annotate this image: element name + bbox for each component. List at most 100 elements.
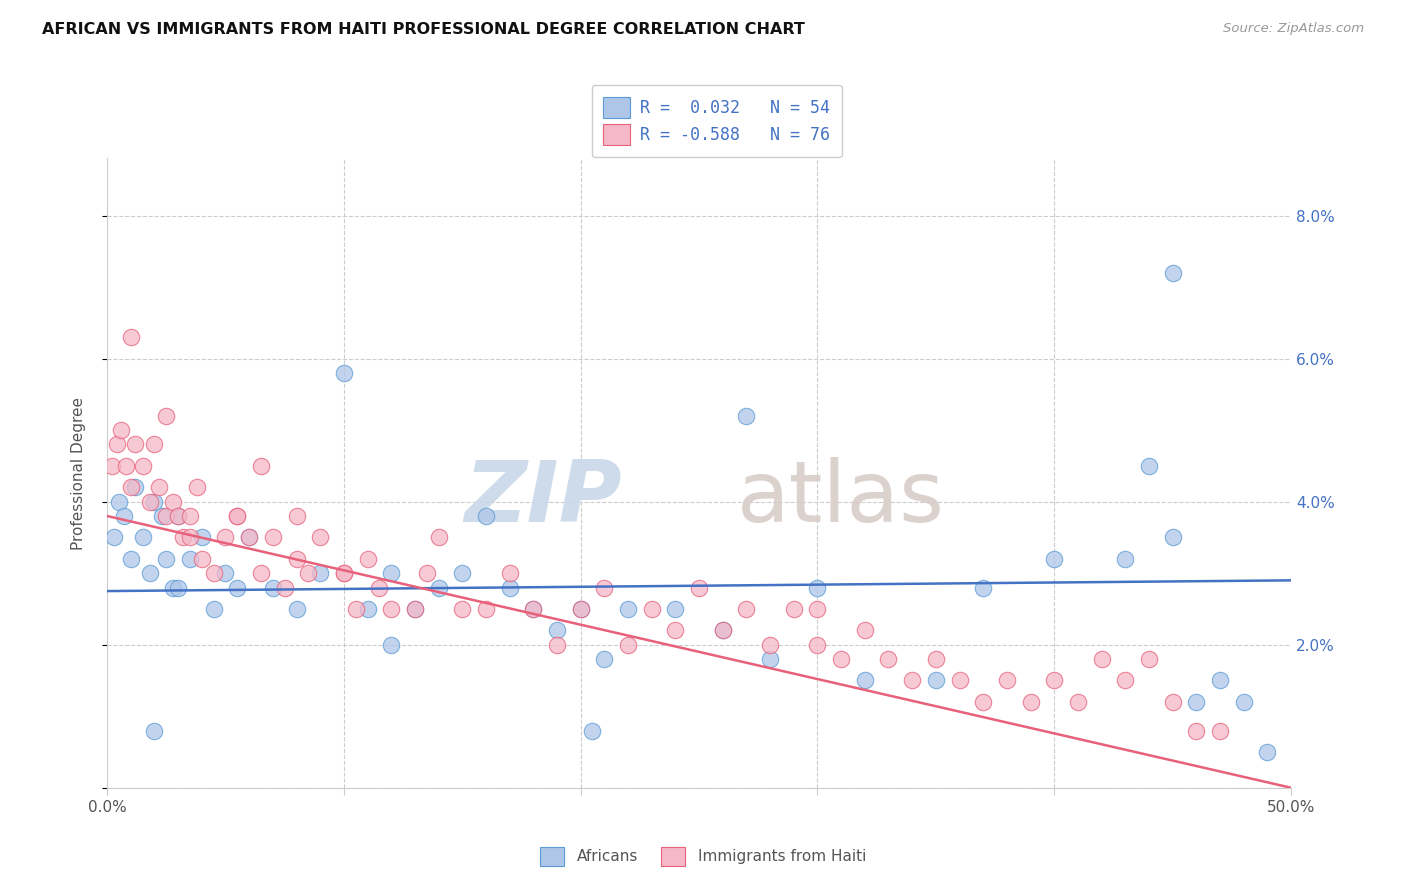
- Point: [1067, 695, 1090, 709]
- Point: [105, 437, 128, 451]
- Point: [103, 531, 125, 545]
- Text: ZIP: ZIP: [464, 457, 621, 540]
- Point: [333, 566, 356, 581]
- Point: [522, 602, 544, 616]
- Point: [688, 581, 710, 595]
- Point: [427, 531, 450, 545]
- Point: [853, 673, 876, 688]
- Point: [167, 508, 190, 523]
- Point: [167, 581, 190, 595]
- Point: [131, 458, 153, 473]
- Point: [1185, 723, 1208, 738]
- Point: [1161, 695, 1184, 709]
- Point: [1090, 652, 1112, 666]
- Point: [143, 494, 166, 508]
- Point: [925, 673, 948, 688]
- Point: [143, 437, 166, 451]
- Point: [783, 602, 806, 616]
- Point: [124, 480, 146, 494]
- Point: [427, 581, 450, 595]
- Point: [853, 624, 876, 638]
- Point: [155, 552, 177, 566]
- Point: [641, 602, 664, 616]
- Point: [333, 366, 356, 380]
- Point: [108, 494, 131, 508]
- Point: [297, 566, 319, 581]
- Point: [162, 494, 184, 508]
- Point: [404, 602, 426, 616]
- Point: [226, 581, 249, 595]
- Point: [451, 602, 474, 616]
- Point: [368, 581, 391, 595]
- Point: [546, 624, 568, 638]
- Point: [1019, 695, 1042, 709]
- Point: [1114, 552, 1136, 566]
- Point: [995, 673, 1018, 688]
- Point: [1137, 652, 1160, 666]
- Point: [1161, 266, 1184, 280]
- Point: [972, 695, 994, 709]
- Point: [250, 566, 273, 581]
- Point: [498, 566, 520, 581]
- Point: [214, 566, 236, 581]
- Point: [344, 602, 367, 616]
- Point: [138, 566, 160, 581]
- Point: [901, 673, 924, 688]
- Point: [1114, 673, 1136, 688]
- Point: [806, 638, 828, 652]
- Point: [309, 566, 332, 581]
- Point: [569, 602, 592, 616]
- Legend: Africans, Immigrants from Haiti: Africans, Immigrants from Haiti: [531, 838, 875, 875]
- Point: [1209, 673, 1232, 688]
- Point: [148, 480, 170, 494]
- Point: [759, 652, 782, 666]
- Point: [416, 566, 439, 581]
- Point: [1161, 531, 1184, 545]
- Point: [664, 602, 686, 616]
- Point: [972, 581, 994, 595]
- Point: [1209, 723, 1232, 738]
- Point: [664, 624, 686, 638]
- Point: [226, 508, 249, 523]
- Point: [1137, 458, 1160, 473]
- Point: [546, 638, 568, 652]
- Point: [1233, 695, 1256, 709]
- Point: [735, 409, 758, 423]
- Point: [124, 437, 146, 451]
- Point: [186, 480, 208, 494]
- Point: [285, 602, 308, 616]
- Point: [356, 552, 378, 566]
- Point: [925, 652, 948, 666]
- Point: [115, 458, 138, 473]
- Point: [162, 581, 184, 595]
- Point: [238, 531, 260, 545]
- Point: [380, 566, 402, 581]
- Point: [830, 652, 852, 666]
- Point: [110, 423, 132, 437]
- Point: [877, 652, 900, 666]
- Point: [250, 458, 273, 473]
- Point: [581, 723, 603, 738]
- Legend: R =  0.032   N = 54, R = -0.588   N = 76: R = 0.032 N = 54, R = -0.588 N = 76: [592, 85, 842, 157]
- Point: [238, 531, 260, 545]
- Point: [262, 581, 284, 595]
- Point: [120, 330, 142, 344]
- Point: [735, 602, 758, 616]
- Point: [1256, 745, 1278, 759]
- Point: [120, 552, 142, 566]
- Point: [948, 673, 970, 688]
- Point: [759, 638, 782, 652]
- Point: [143, 723, 166, 738]
- Point: [617, 602, 640, 616]
- Point: [806, 602, 828, 616]
- Point: [522, 602, 544, 616]
- Point: [273, 581, 295, 595]
- Point: [711, 624, 734, 638]
- Point: [1043, 673, 1066, 688]
- Point: [711, 624, 734, 638]
- Point: [226, 508, 249, 523]
- Point: [155, 508, 177, 523]
- Point: [309, 531, 332, 545]
- Point: [214, 531, 236, 545]
- Point: [475, 508, 498, 523]
